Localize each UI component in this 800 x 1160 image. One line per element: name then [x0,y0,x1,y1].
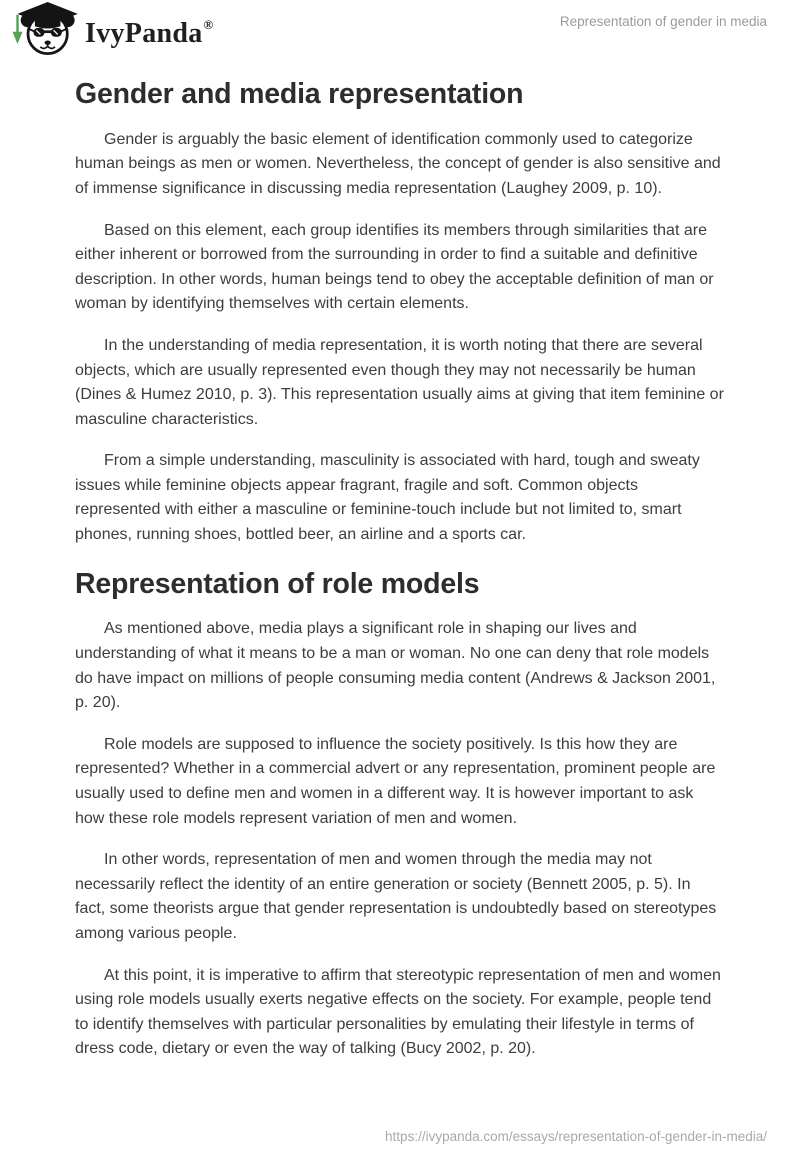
paragraph: At this point, it is imperative to affir… [75,966,721,1058]
paragraph: In other words, representation of men an… [75,851,717,942]
paragraph: Based on this element, each group identi… [75,221,714,313]
page-header: IvyPanda® Representation of gender in me… [0,0,800,58]
ivypanda-panda-logo-icon [10,2,78,55]
brand-name: IvyPanda® [85,10,213,48]
section-heading-gender-and-media-representation: Gender and media representation [75,78,524,110]
page-footer: https://ivypanda.com/essays/representati… [385,1128,767,1146]
paragraph: In the understanding of media representa… [75,336,724,428]
source-url-link[interactable]: https://ivypanda.com/essays/representati… [385,1129,767,1144]
running-title: Representation of gender in media [559,14,767,29]
brand-name-text: IvyPanda [85,17,203,49]
paragraph: From a simple understanding, masculinity… [75,452,700,544]
section-heading-representation-of-role-models: Representation of role models [75,567,480,600]
paragraph: Gender is arguably the basic element of … [75,130,721,197]
essay-content: Gender and media representation Gender i… [75,78,725,1062]
registered-trademark: ® [203,17,214,33]
paragraph: Role models are supposed to influence th… [75,735,716,827]
paragraph: As mentioned above, media plays a signif… [75,620,716,712]
brand-logo-link[interactable]: IvyPanda® [10,2,213,55]
